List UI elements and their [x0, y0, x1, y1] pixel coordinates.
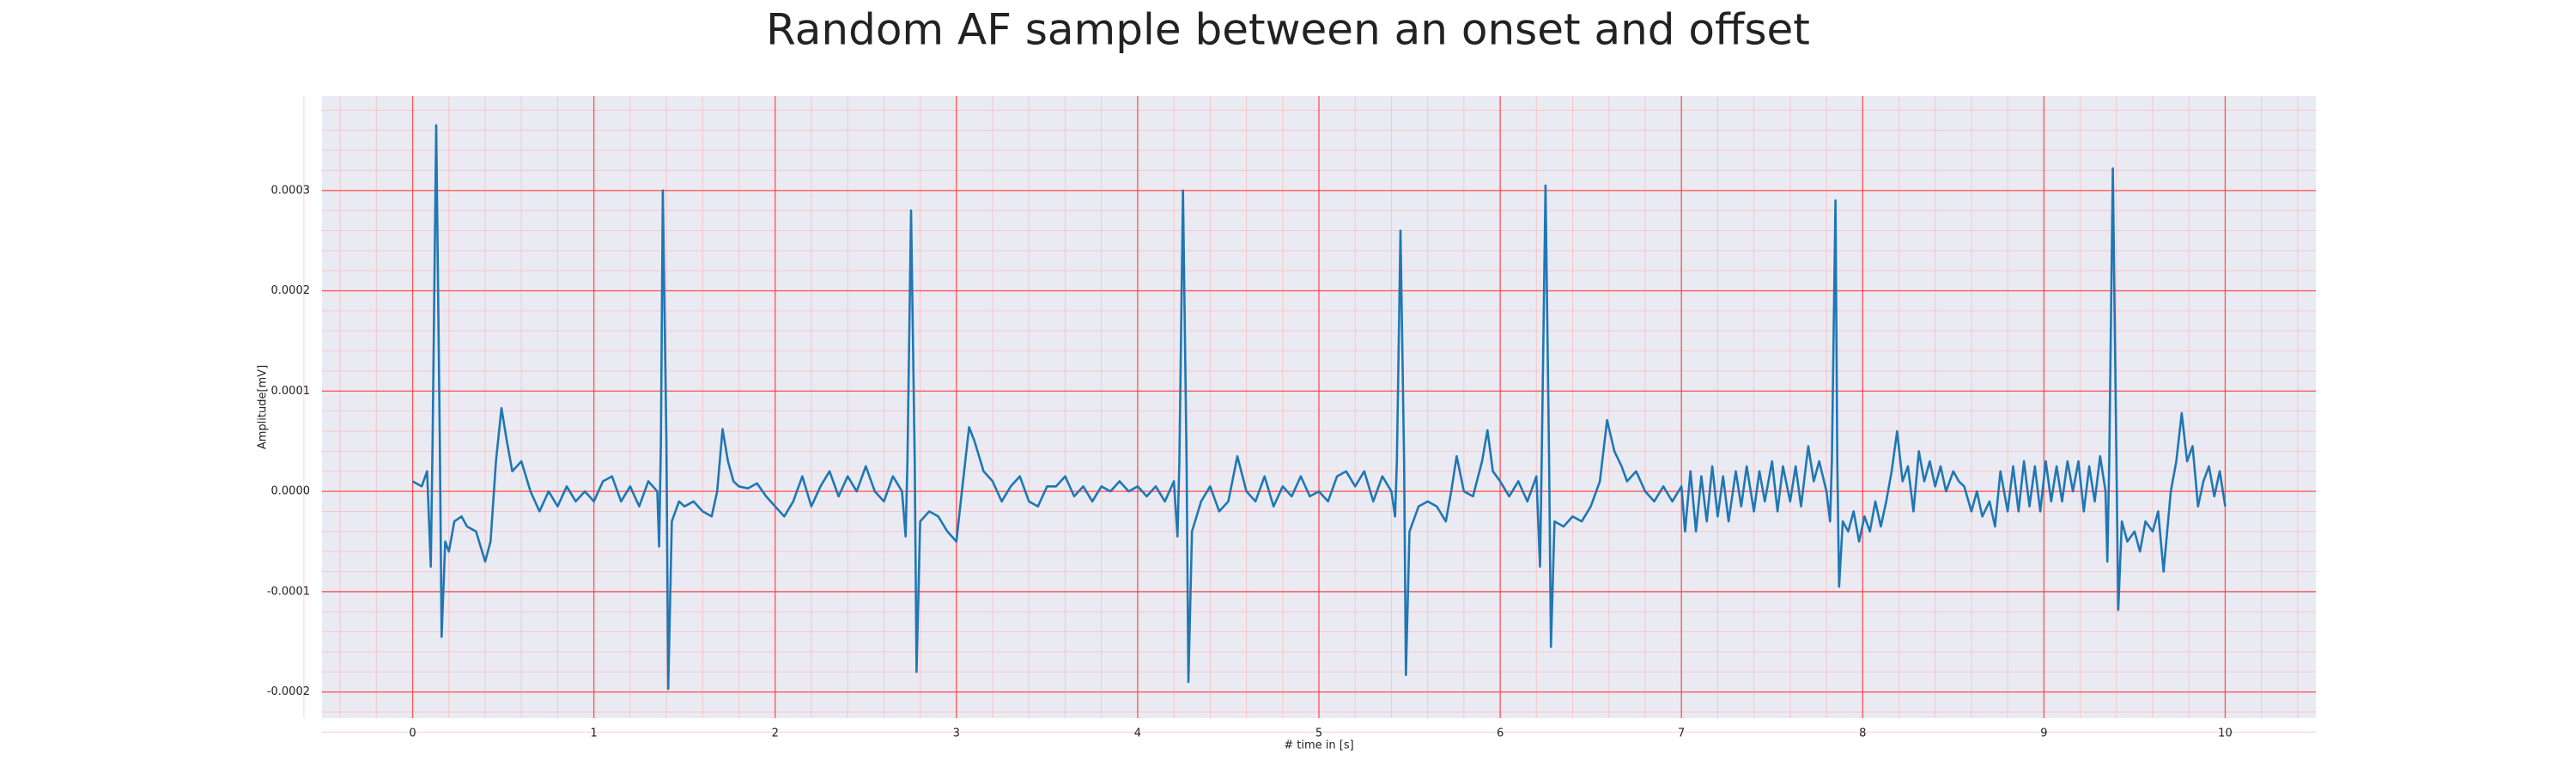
x-tick-label: 10: [2218, 727, 2233, 740]
x-axis-label: # time in [s]: [1284, 740, 1353, 752]
y-axis-label: Amplitude[mV]: [257, 365, 270, 449]
y-tick-label: -0.0002: [267, 685, 310, 698]
x-tick-label: 3: [953, 727, 960, 740]
x-tick-label: 7: [1678, 727, 1685, 740]
chart-title: Random AF sample between an onset and of…: [766, 5, 1810, 55]
y-tick-label: 0.0000: [271, 485, 311, 498]
x-tick-label: 0: [409, 727, 416, 740]
x-tick-label: 9: [2040, 727, 2047, 740]
x-tick-label: 8: [1859, 727, 1866, 740]
x-tick-label: 4: [1134, 727, 1141, 740]
y-tick-label: 0.0002: [271, 284, 311, 297]
x-tick-label: 1: [590, 727, 597, 740]
y-tick-label: 0.0001: [271, 385, 311, 398]
y-tick-label: -0.0001: [267, 585, 310, 598]
x-tick-label: 2: [772, 727, 779, 740]
x-tick-label: 5: [1315, 727, 1322, 740]
x-tick-label: 6: [1497, 727, 1504, 740]
y-tick-label: 0.0003: [271, 184, 311, 197]
data-line: [411, 124, 2227, 691]
